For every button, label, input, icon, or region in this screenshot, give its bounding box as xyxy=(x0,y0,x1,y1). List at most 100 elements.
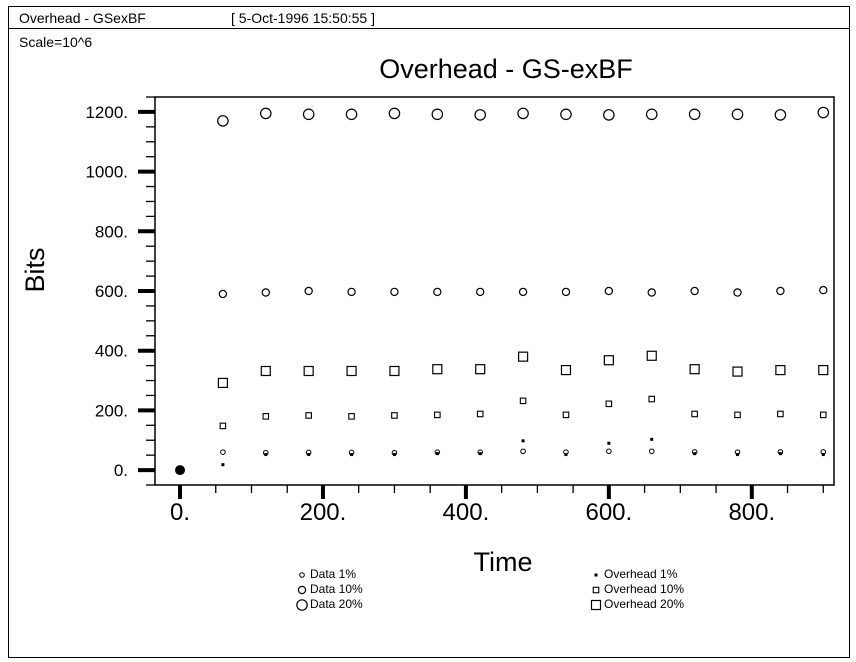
y-tick-label: 1200. xyxy=(85,103,128,122)
data-point xyxy=(732,366,743,377)
x-tick-label: 400. xyxy=(443,499,490,526)
data-point xyxy=(562,411,570,419)
data-point xyxy=(520,448,526,455)
axes: 0. 200. 400. 600. 800. 1000. 1200. 0. 200. 400. 60… xyxy=(85,96,824,526)
data-point xyxy=(817,106,830,119)
legend-item: Overhead 20% xyxy=(590,597,684,612)
data-point xyxy=(348,413,355,420)
data-point xyxy=(819,285,828,295)
data-point xyxy=(647,288,656,297)
y-tick-label: 600. xyxy=(95,282,128,301)
legend-marker-icon xyxy=(594,573,598,576)
legend-label: Overhead 1% xyxy=(604,567,678,581)
y-tick-label: 1000. xyxy=(85,163,128,182)
y-tick-label: 400. xyxy=(95,342,128,361)
y-tick-label: 0. xyxy=(114,461,128,480)
data-point xyxy=(733,288,742,297)
data-point xyxy=(392,453,396,457)
data-point xyxy=(347,287,356,297)
legend-item: Data 10% xyxy=(296,582,363,597)
data-point xyxy=(518,287,528,297)
data-point xyxy=(475,364,486,375)
data-point xyxy=(217,377,228,389)
legend-item: Overhead 10% xyxy=(590,582,684,597)
data-point xyxy=(604,286,614,296)
data-point xyxy=(304,286,313,296)
legend-label: Data 1% xyxy=(310,567,357,581)
series-data-10- xyxy=(218,285,828,299)
x-tick-label: 0. xyxy=(170,499,190,526)
data-point xyxy=(605,400,613,408)
legend-item: Data 20% xyxy=(296,597,363,612)
data-point xyxy=(435,452,439,456)
plot-window: Overhead - GSexBF [ 5-Oct-1996 15:50:55 … xyxy=(8,6,850,658)
data-point xyxy=(350,453,354,457)
data-point xyxy=(303,365,314,377)
data-point xyxy=(693,452,697,456)
legend-label: Data 10% xyxy=(310,582,363,596)
data-point xyxy=(476,410,484,418)
data-point xyxy=(390,287,399,297)
data-point xyxy=(778,452,782,456)
x-tick-label: 600. xyxy=(585,499,632,526)
legend-label: Overhead 10% xyxy=(604,582,685,596)
data-point xyxy=(221,463,225,467)
data-points xyxy=(175,106,830,476)
data-point xyxy=(433,287,442,297)
data-point xyxy=(389,365,400,377)
data-point xyxy=(388,107,401,120)
chart-title: Overhead - GS-exBF xyxy=(379,54,633,84)
data-point xyxy=(305,412,312,419)
data-point xyxy=(261,288,270,297)
data-point xyxy=(606,448,612,455)
legend-data: Data 1% Data 10% Data 20% xyxy=(296,567,363,612)
data-point xyxy=(560,108,572,121)
data-point xyxy=(734,411,741,419)
data-point xyxy=(476,287,485,297)
data-point xyxy=(560,364,572,376)
legend-marker-icon xyxy=(592,586,600,593)
data-point xyxy=(220,449,226,455)
timestamp: [ 5-Oct-1996 15:50:55 ] xyxy=(231,10,375,26)
window-title: Overhead - GSexBF xyxy=(19,10,146,26)
data-point xyxy=(259,107,272,120)
data-point xyxy=(648,448,655,455)
data-point xyxy=(307,453,311,457)
legend-label: Overhead 20% xyxy=(604,597,685,611)
data-point xyxy=(731,108,744,121)
data-point xyxy=(603,355,614,366)
data-point xyxy=(391,412,398,419)
data-point xyxy=(517,351,529,362)
data-point xyxy=(774,109,787,121)
data-point xyxy=(431,108,444,121)
legend-marker-icon xyxy=(299,571,305,578)
data-point xyxy=(345,108,358,121)
data-point xyxy=(219,422,227,430)
data-point xyxy=(646,350,657,361)
data-point xyxy=(517,107,529,120)
legend-marker-icon xyxy=(590,599,602,610)
series-data-20- xyxy=(217,106,830,127)
data-point xyxy=(478,452,482,456)
series-overhead-20- xyxy=(217,350,829,389)
legend-overhead: Overhead 1% Overhead 10% Overhead 20% xyxy=(590,567,684,612)
data-point xyxy=(648,395,656,403)
legend-marker-icon xyxy=(297,585,307,594)
data-point xyxy=(650,437,654,441)
data-point xyxy=(689,364,700,375)
data-point xyxy=(776,286,785,296)
legend-label: Data 20% xyxy=(310,597,363,611)
data-point xyxy=(564,453,568,457)
data-point-origin xyxy=(175,465,186,476)
data-point xyxy=(302,108,315,121)
y-tick-label: 800. xyxy=(95,222,128,241)
data-point xyxy=(607,441,611,445)
data-point xyxy=(519,397,527,405)
legend-marker-icon xyxy=(296,598,308,611)
scale-label: Scale=10^6 xyxy=(19,34,93,50)
series-data-1- xyxy=(175,448,827,476)
plot-area xyxy=(154,96,835,486)
data-point xyxy=(645,108,658,121)
data-point xyxy=(775,364,786,376)
